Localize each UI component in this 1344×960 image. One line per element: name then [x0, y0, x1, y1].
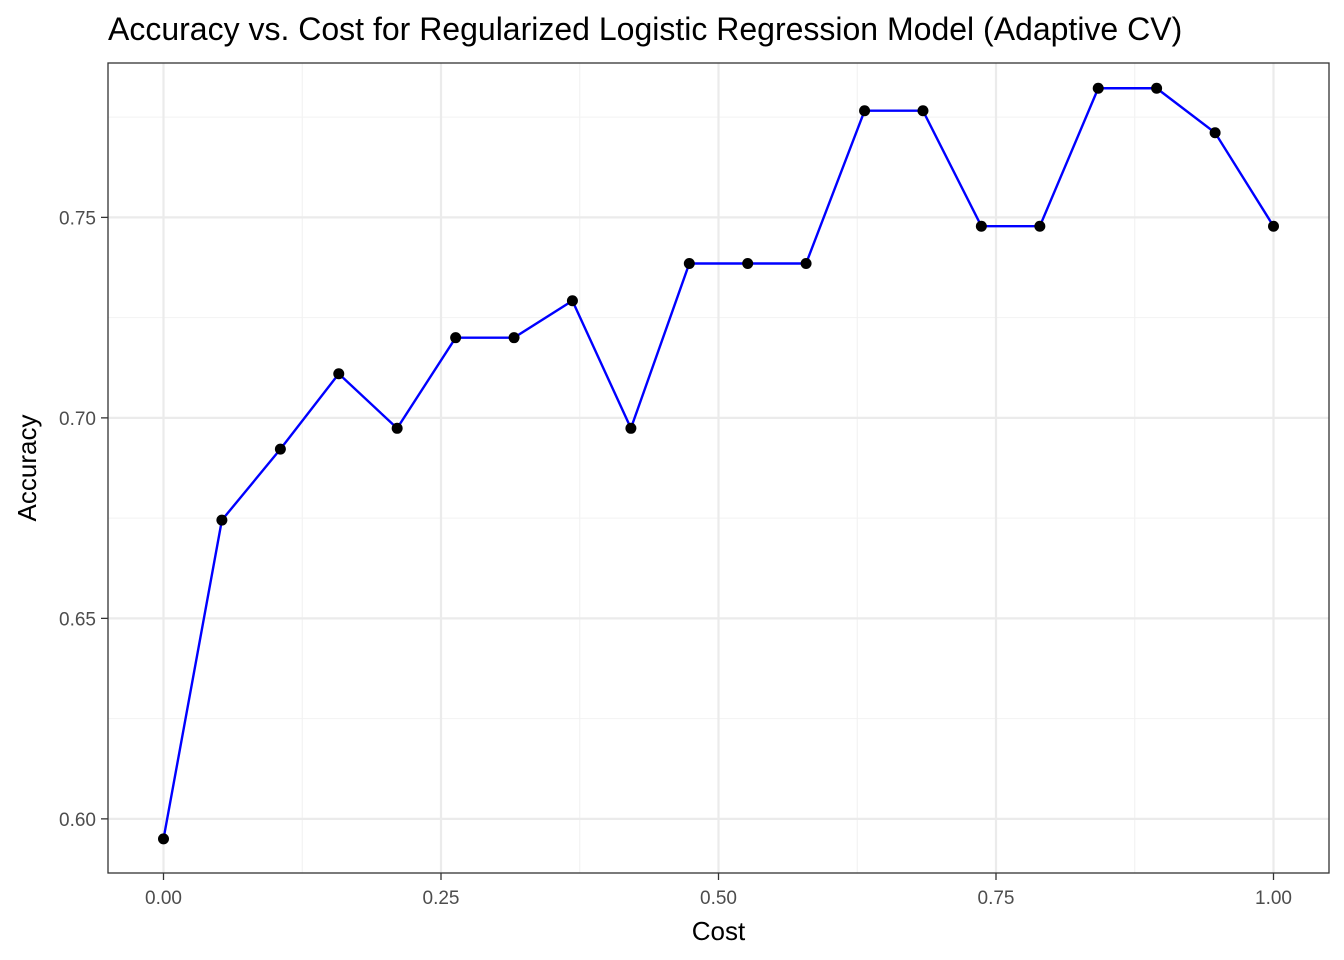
x-axis-title: Cost — [692, 916, 746, 946]
data-point — [1034, 220, 1046, 232]
data-point — [1209, 127, 1221, 139]
data-point — [566, 295, 578, 307]
x-tick-label: 0.00 — [145, 888, 182, 909]
data-point — [391, 422, 403, 434]
series-line — [162, 87, 1275, 840]
data-point — [274, 443, 286, 455]
data-point — [216, 514, 228, 526]
y-tick-label: 0.70 — [59, 409, 96, 430]
chart-title: Accuracy vs. Cost for Regularized Logist… — [108, 11, 1182, 47]
data-point — [917, 105, 929, 117]
data-point — [625, 422, 637, 434]
y-tick-label: 0.60 — [59, 810, 96, 831]
x-tick-label: 0.50 — [700, 888, 737, 909]
y-tick-label: 0.75 — [59, 208, 96, 229]
data-point — [450, 332, 462, 344]
data-point — [975, 220, 987, 232]
x-tick-label: 1.00 — [1255, 888, 1292, 909]
axis-ticks: 0.00 0.25 0.50 0.75 1.00 0.60 0.65 0.70 0.75 — [59, 208, 1292, 909]
grid — [108, 63, 1329, 873]
x-tick-label: 0.75 — [978, 888, 1015, 909]
data-point — [800, 257, 812, 269]
data-point — [508, 332, 520, 344]
y-tick-label: 0.65 — [59, 609, 96, 630]
data-point — [683, 257, 695, 269]
data-point — [333, 368, 345, 380]
data-point — [742, 257, 754, 269]
data-points — [158, 82, 1279, 845]
data-point — [859, 105, 871, 117]
x-tick-label: 0.25 — [423, 888, 460, 909]
data-point — [1268, 220, 1279, 232]
data-point — [1092, 82, 1104, 94]
y-axis-title: Accuracy — [12, 415, 42, 522]
data-point — [1151, 82, 1163, 94]
data-point — [158, 833, 169, 845]
